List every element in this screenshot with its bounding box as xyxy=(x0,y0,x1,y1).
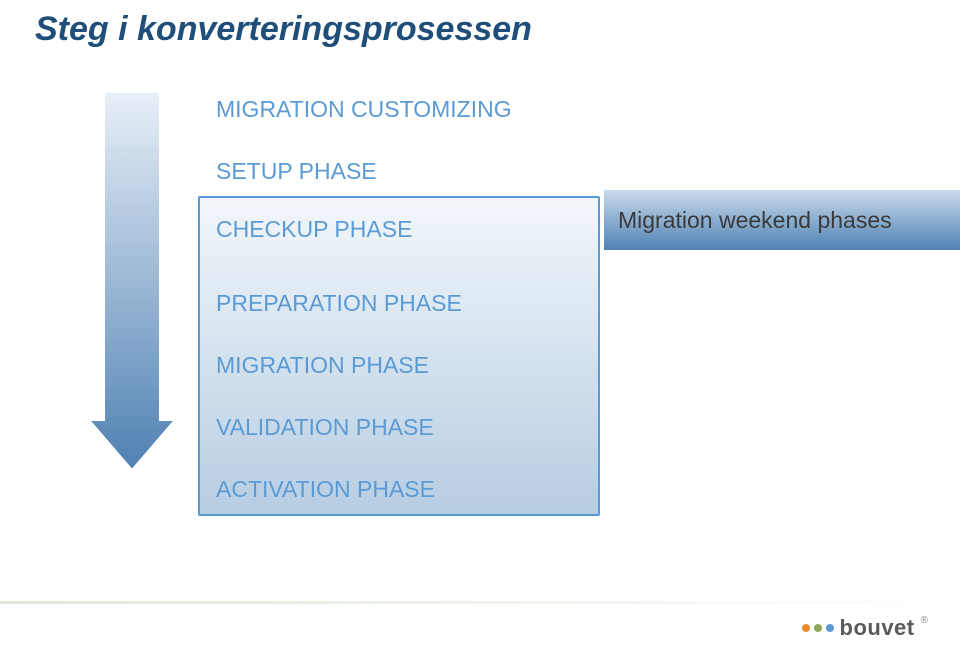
footer-divider xyxy=(0,601,960,604)
phase-validation: VALIDATION PHASE xyxy=(216,414,434,441)
trademark-icon: ® xyxy=(921,615,928,626)
weekend-phases-label-text: Migration weekend phases xyxy=(618,207,892,234)
phase-checkup: CHECKUP PHASE xyxy=(216,216,412,243)
phase-activation: ACTIVATION PHASE xyxy=(216,476,435,503)
slide: Steg i konverteringsprosessen MIGRATION … xyxy=(0,0,960,661)
weekend-phases-label: Migration weekend phases xyxy=(604,190,960,250)
down-arrow-icon xyxy=(84,90,180,480)
brand-logo-dots xyxy=(802,624,834,632)
phase-setup: SETUP PHASE xyxy=(216,158,377,185)
phase-migration: MIGRATION PHASE xyxy=(216,352,429,379)
page-title: Steg i konverteringsprosessen xyxy=(35,10,532,49)
phase-migration-customizing: MIGRATION CUSTOMIZING xyxy=(216,96,512,123)
brand-logo-text: bouvet xyxy=(840,615,915,641)
phase-preparation: PREPARATION PHASE xyxy=(216,290,462,317)
logo-dot-icon xyxy=(814,624,822,632)
logo-dot-icon xyxy=(802,624,810,632)
logo-dot-icon xyxy=(826,624,834,632)
brand-logo: bouvet ® xyxy=(802,615,929,641)
